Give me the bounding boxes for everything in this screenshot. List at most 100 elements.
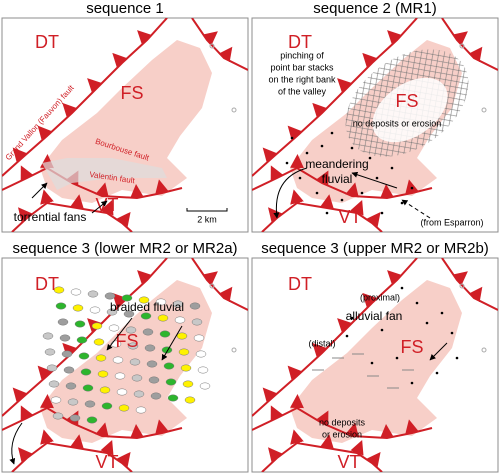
arrow <box>161 325 183 361</box>
dot <box>345 334 349 338</box>
oval <box>116 388 128 396</box>
oval <box>48 380 60 388</box>
area-label: VT <box>338 207 361 227</box>
panel-title: sequence 3 (lower MR2 or MR2a) <box>12 240 237 257</box>
oval <box>87 290 99 298</box>
dot <box>368 156 372 160</box>
dot <box>410 381 414 385</box>
oval <box>108 324 120 332</box>
dot <box>340 198 344 202</box>
oval <box>184 396 196 404</box>
oval <box>67 398 79 406</box>
dot <box>285 161 289 165</box>
area-label: FS <box>120 83 143 103</box>
annotation: no deposits or erosion <box>353 118 442 128</box>
dot <box>305 151 309 155</box>
annotation: on the right bank <box>268 74 336 84</box>
panel-title: sequence 1 <box>86 0 164 17</box>
panel-title: sequence 3 (upper MR2 or MR2b) <box>261 240 489 257</box>
oval <box>178 348 190 356</box>
oval <box>127 342 139 350</box>
oval <box>59 334 71 342</box>
oval <box>121 294 133 302</box>
arrow <box>351 171 398 189</box>
dot <box>380 328 384 332</box>
oval <box>93 338 105 346</box>
dot <box>330 131 334 135</box>
dot <box>410 186 414 190</box>
oval <box>191 318 203 326</box>
dot <box>435 371 439 375</box>
oval <box>86 416 98 424</box>
dot <box>395 356 399 360</box>
oval <box>55 302 67 310</box>
dot <box>350 146 354 150</box>
dot <box>425 321 429 325</box>
area-label: DT <box>288 32 312 52</box>
oval <box>165 378 177 386</box>
area-label: DT <box>35 274 59 294</box>
dot <box>315 191 319 195</box>
oval <box>65 382 77 390</box>
oval <box>131 374 143 382</box>
panel: DT FS VT pinching of point bar stacks on… <box>252 18 498 232</box>
arrow <box>106 317 133 351</box>
oval <box>176 332 188 340</box>
oval <box>199 382 211 390</box>
oval <box>135 406 147 414</box>
oval <box>163 362 175 370</box>
area-label: VT <box>337 452 360 472</box>
fan-marks <box>312 286 459 389</box>
dot <box>375 176 379 180</box>
annotation: torrential fans <box>14 210 87 224</box>
oval <box>138 296 150 304</box>
oval <box>193 334 205 342</box>
arrow <box>9 422 23 465</box>
oval <box>150 392 162 400</box>
oval <box>195 350 207 358</box>
oval <box>114 372 126 380</box>
oval <box>155 298 167 306</box>
oval <box>118 404 130 412</box>
arrow <box>91 200 108 214</box>
oval <box>70 288 82 296</box>
oval <box>148 376 160 384</box>
oval <box>123 310 135 318</box>
oval <box>112 356 124 364</box>
oval <box>146 360 158 368</box>
dot <box>400 286 404 290</box>
oval <box>180 364 192 372</box>
oval <box>142 328 154 336</box>
oval <box>174 316 186 324</box>
area-label: FS <box>115 331 138 351</box>
oval <box>76 336 88 344</box>
area-label: FS <box>400 337 423 357</box>
fan-area <box>42 158 167 190</box>
annotation: meandering <box>305 157 368 171</box>
panel: DT FS VT alluvial fan (proximal) (distal… <box>252 258 498 472</box>
oval <box>78 352 90 360</box>
oval <box>104 292 116 300</box>
dots <box>285 131 414 215</box>
oval <box>99 386 111 394</box>
oval <box>50 396 62 404</box>
dot <box>360 191 364 195</box>
oval <box>69 414 81 422</box>
annotation: pinching of <box>280 50 324 60</box>
oval <box>46 364 58 372</box>
dot <box>390 166 394 170</box>
oval <box>72 304 84 312</box>
dot <box>450 331 454 335</box>
oval <box>89 306 101 314</box>
annotation: of the valley <box>278 86 327 96</box>
area-label: DT <box>288 274 312 294</box>
scale-label: 2 km <box>197 214 217 224</box>
dot <box>325 211 329 215</box>
oval <box>44 348 56 356</box>
dot <box>370 361 374 365</box>
annotation: alluvial fan <box>346 309 403 323</box>
dot <box>290 136 294 140</box>
oval <box>97 370 109 378</box>
oval <box>84 400 96 408</box>
